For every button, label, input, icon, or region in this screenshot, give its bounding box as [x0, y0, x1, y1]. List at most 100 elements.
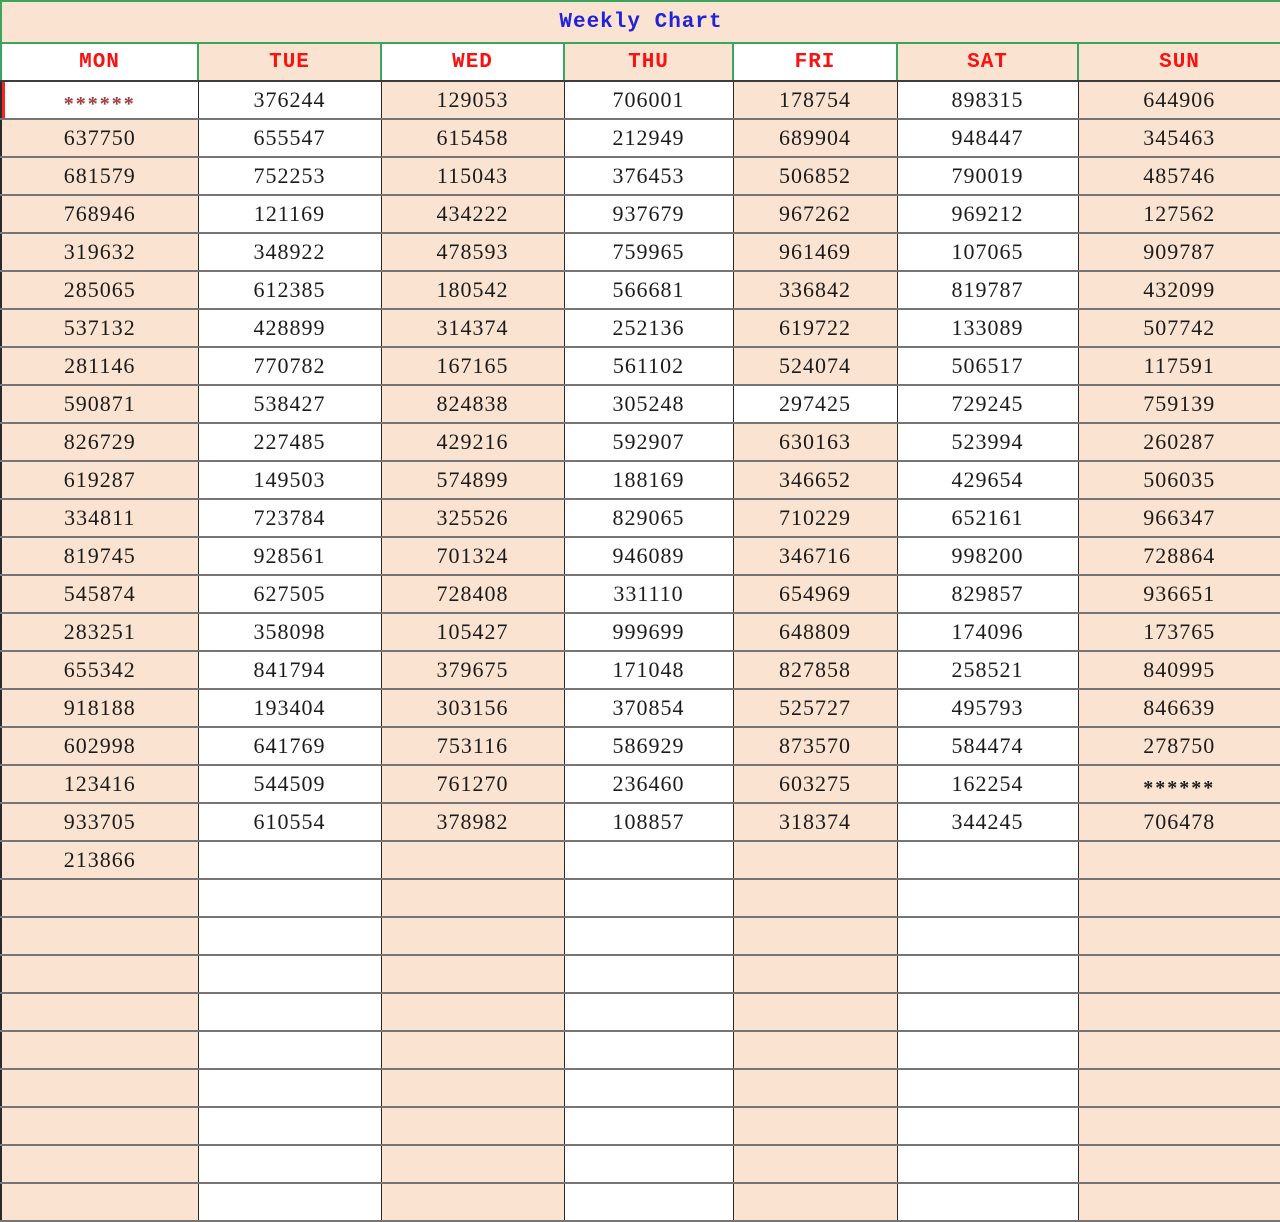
table-cell: [1077, 878, 1280, 918]
table-cell: [563, 1106, 734, 1146]
cell-value: 376244: [253, 87, 326, 112]
table-cell: 641769: [197, 726, 382, 766]
table-cell: [563, 878, 734, 918]
table-cell: 434222: [380, 194, 565, 234]
table-cell: 946089: [563, 536, 734, 576]
cell-value: 478593: [436, 239, 509, 264]
table-cell: 627505: [197, 574, 382, 614]
cell-value: 652161: [951, 505, 1024, 530]
cell-value: 641769: [253, 733, 326, 758]
table-cell: [380, 916, 565, 956]
cell-value: 318374: [779, 809, 851, 834]
table-cell: 127562: [1077, 194, 1280, 234]
table-cell: 336842: [732, 270, 898, 310]
table-cell: 770782: [197, 346, 382, 386]
table-cell: [732, 878, 898, 918]
page-title: Weekly Chart: [0, 0, 1280, 44]
table-row: 933705 610554 378982 108857 318374 344245 7064…: [0, 802, 1280, 842]
cell-value: 325526: [436, 505, 509, 530]
table-cell: 759139: [1077, 384, 1280, 424]
table-cell: [896, 1068, 1079, 1108]
cell-value: 305248: [612, 391, 685, 416]
cell-value: 961469: [779, 239, 851, 264]
cell-value: 729245: [951, 391, 1024, 416]
cell-value: 336842: [779, 277, 851, 302]
table-cell: 129053: [380, 80, 565, 120]
cell-value: 898315: [951, 87, 1024, 112]
cell-value: 936651: [1143, 581, 1216, 606]
table-cell: [197, 1144, 382, 1184]
table-cell: 928561: [197, 536, 382, 576]
table-cell: 841794: [197, 650, 382, 690]
table-cell: 873570: [732, 726, 898, 766]
table-cell: 376453: [563, 156, 734, 196]
cell-value: 561102: [612, 353, 685, 378]
table-cell: 429216: [380, 422, 565, 462]
cell-value: 506852: [779, 163, 851, 188]
table-row: 319632 348922 478593 759965 961469 107065 9097…: [0, 232, 1280, 272]
table-cell: [896, 1030, 1079, 1070]
table-cell: [1077, 954, 1280, 994]
table-cell: 752253: [197, 156, 382, 196]
cell-value: 706478: [1143, 809, 1216, 834]
table-cell: [197, 1030, 382, 1070]
table-cell: 701324: [380, 536, 565, 576]
table-cell: [563, 840, 734, 880]
table-cell: 213866: [0, 840, 199, 880]
cell-value: 967262: [779, 201, 851, 226]
table-cell: [0, 878, 199, 918]
cell-value: 358098: [253, 619, 326, 644]
table-cell: 507742: [1077, 308, 1280, 348]
table-cell: [380, 1106, 565, 1146]
table-cell: 602998: [0, 726, 199, 766]
table-cell: [197, 840, 382, 880]
table-cell: 171048: [563, 650, 734, 690]
table-cell: 117591: [1077, 346, 1280, 386]
table-cell: 829065: [563, 498, 734, 538]
cell-value: 827858: [779, 657, 851, 682]
table-cell: 753116: [380, 726, 565, 766]
table-cell: 918188: [0, 688, 199, 728]
table-cell: 297425: [732, 384, 898, 424]
table-cell: 180542: [380, 270, 565, 310]
cell-value: 584474: [951, 733, 1024, 758]
table-cell: 824838: [380, 384, 565, 424]
cell-value: 115043: [436, 163, 509, 188]
table-cell: 544509: [197, 764, 382, 804]
table-cell: [1077, 1144, 1280, 1184]
cell-value: 574899: [436, 467, 509, 492]
table-cell: 966347: [1077, 498, 1280, 538]
cell-value: 759965: [612, 239, 685, 264]
table-cell: 619722: [732, 308, 898, 348]
cell-value: 999699: [612, 619, 685, 644]
table-cell: 644906: [1077, 80, 1280, 120]
cell-value: 485746: [1143, 163, 1216, 188]
table-cell: [380, 1144, 565, 1184]
table-row: 655342 841794 379675 171048 827858 258521 8409…: [0, 650, 1280, 690]
table-cell: 648809: [732, 612, 898, 652]
table-cell: 346716: [732, 536, 898, 576]
table-cell: 681579: [0, 156, 199, 196]
table-row: 545874 627505 728408 331110 654969 829857 9366…: [0, 574, 1280, 614]
cell-value: 167165: [436, 353, 509, 378]
cell-value: 108857: [612, 809, 685, 834]
table-cell: 584474: [896, 726, 1079, 766]
cell-value: 846639: [1143, 695, 1216, 720]
cell-value: 379675: [436, 657, 509, 682]
cell-value: 429216: [436, 429, 509, 454]
cell-value: 619722: [779, 315, 851, 340]
table-cell: 506852: [732, 156, 898, 196]
cell-value: 590871: [63, 391, 136, 416]
cell-value: 495793: [951, 695, 1024, 720]
table-row: 602998 641769 753116 586929 873570 584474 2787…: [0, 726, 1280, 766]
table-cell: 655342: [0, 650, 199, 690]
table-row: ****** 376244 129053 706001 178754 898315 6449…: [0, 80, 1280, 120]
table-cell: 525727: [732, 688, 898, 728]
table-cell: [1077, 1182, 1280, 1222]
cell-value: 319632: [63, 239, 136, 264]
table-cell: 506517: [896, 346, 1079, 386]
table-cell: 590871: [0, 384, 199, 424]
cell-value: 507742: [1143, 315, 1216, 340]
table-cell: 574899: [380, 460, 565, 500]
cell-value: 260287: [1143, 429, 1216, 454]
